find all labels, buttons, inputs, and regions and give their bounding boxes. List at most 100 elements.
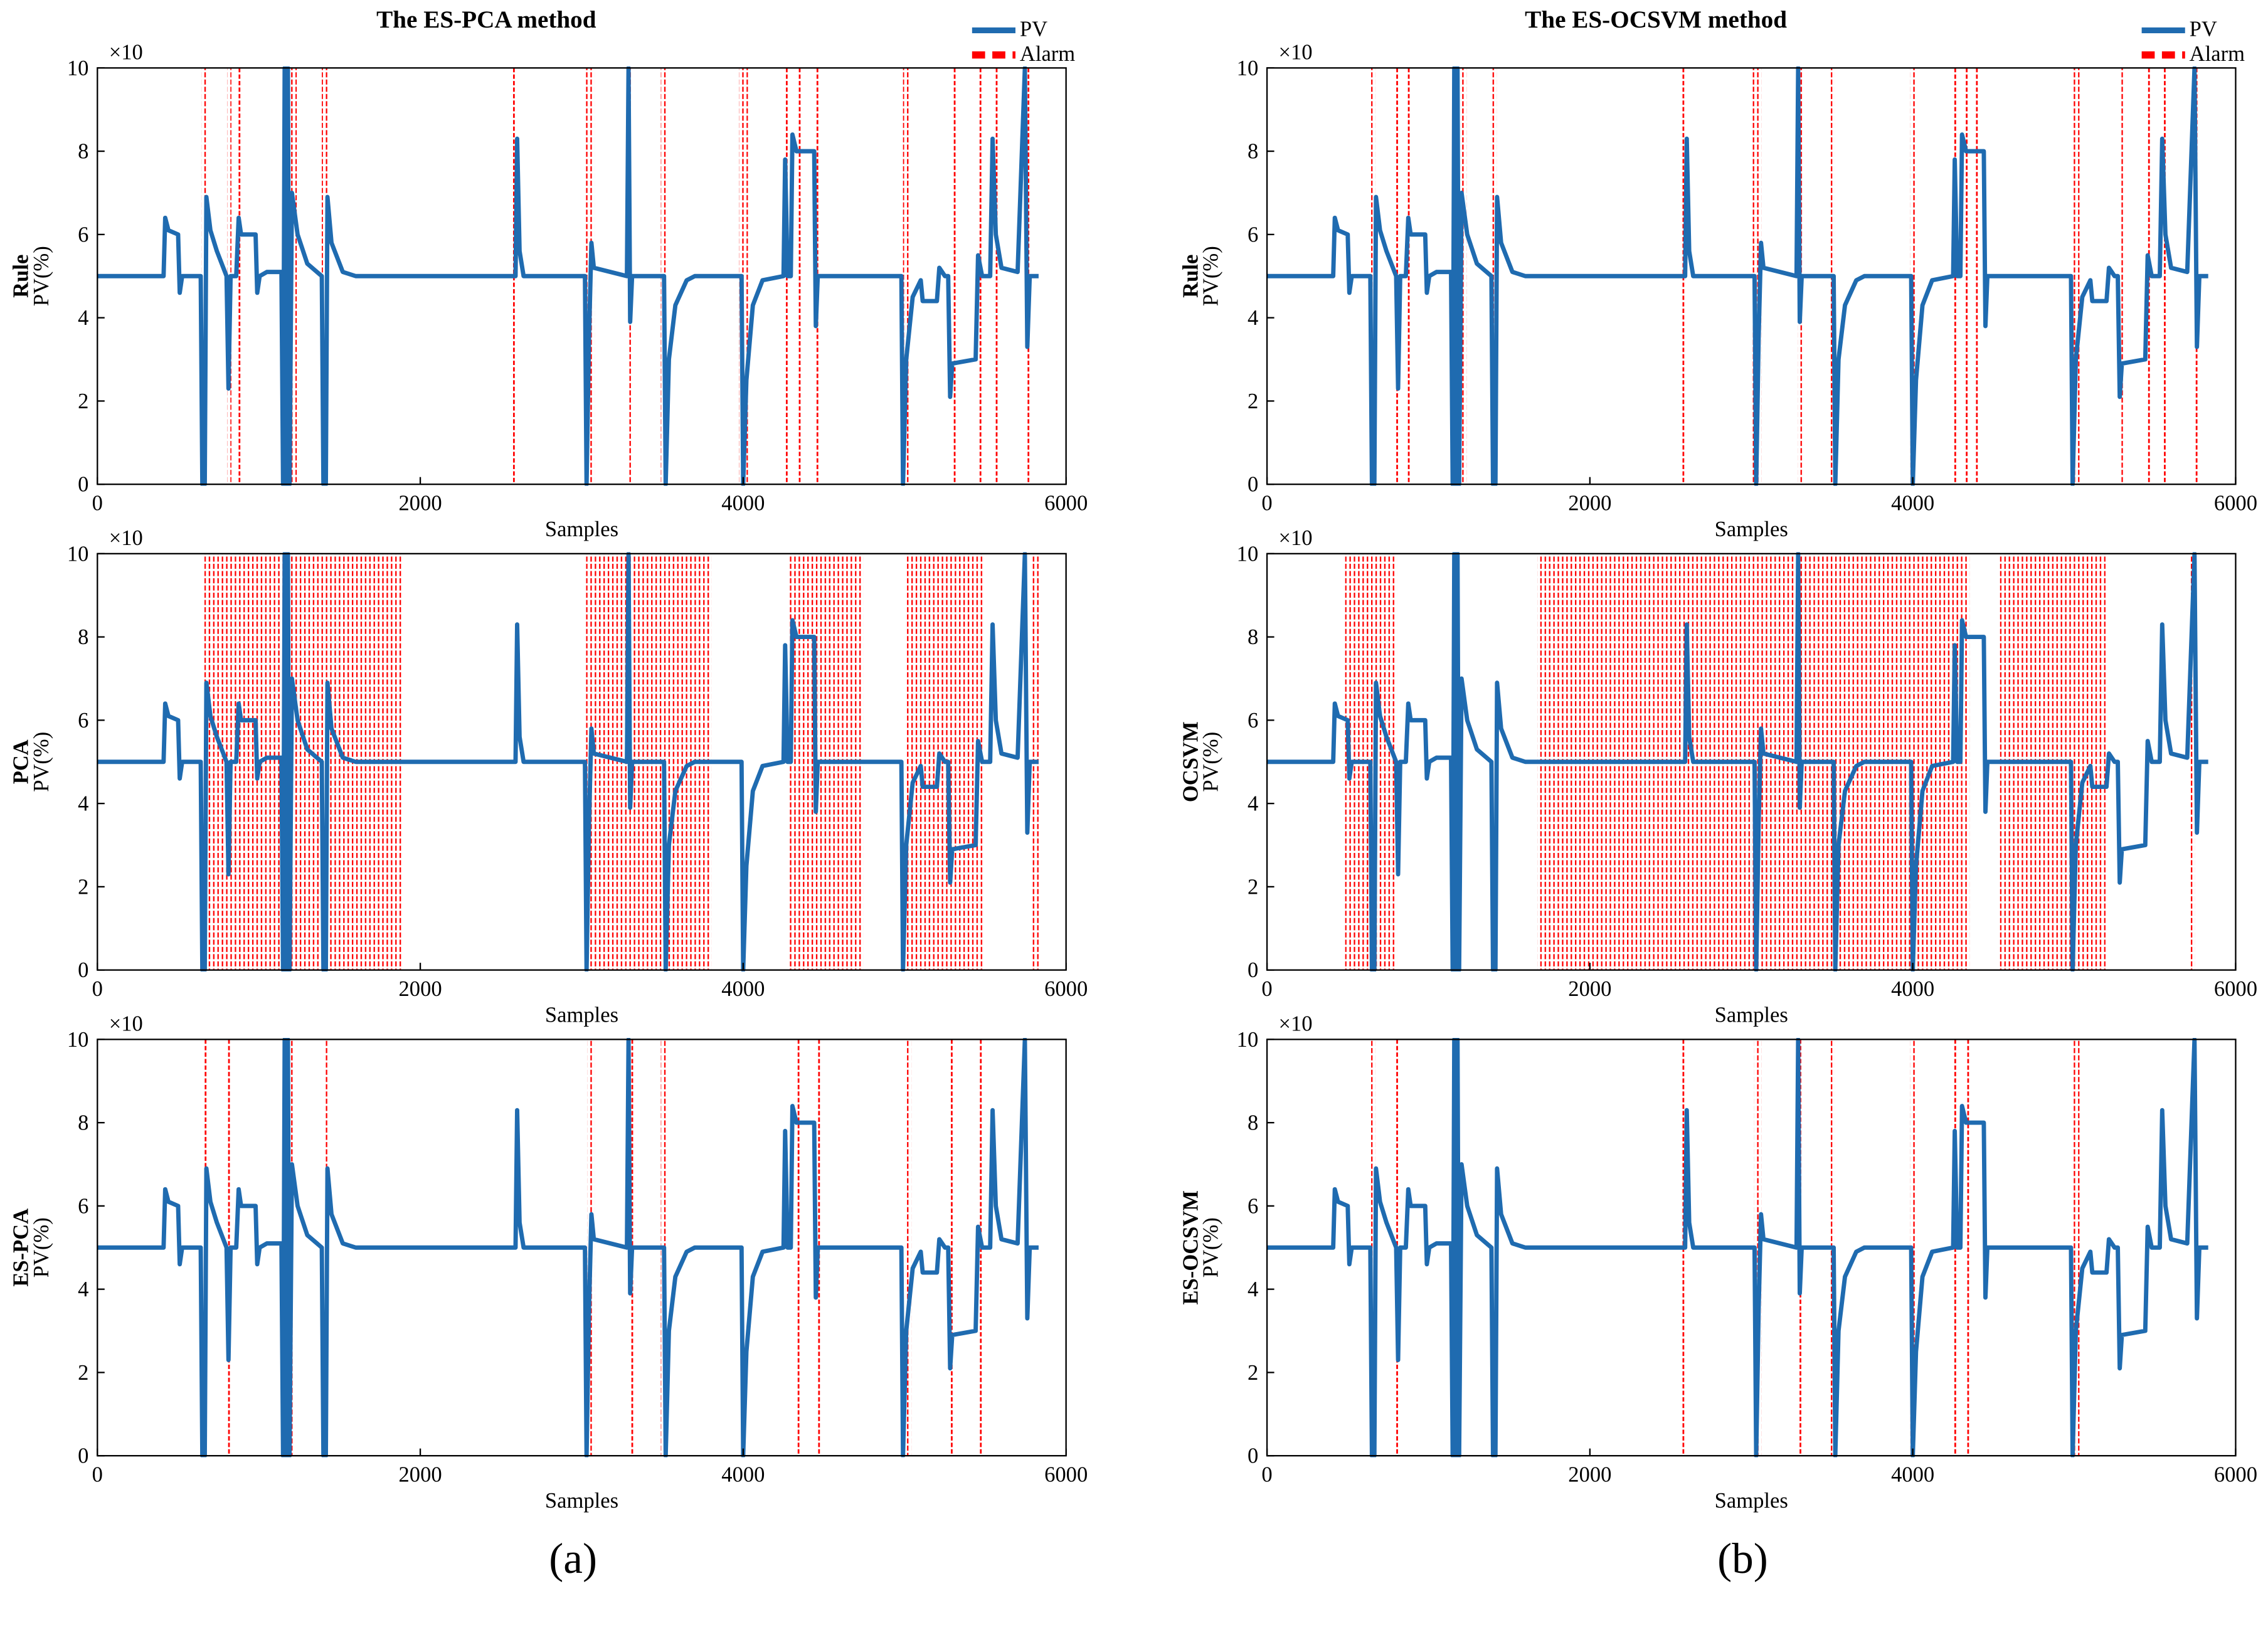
x-tick-label: 0	[1261, 977, 1272, 1001]
y-tick-label: 6	[1248, 709, 1258, 733]
alarm-band	[2189, 553, 2195, 970]
y-axis-label: PV(%)	[1199, 246, 1223, 306]
y-tick-label: 10	[1237, 542, 1259, 566]
y-tick-label: 0	[78, 1444, 88, 1468]
frame	[1266, 67, 2237, 485]
x-axis-label: Samples	[545, 1489, 618, 1513]
y-tick-label: 6	[1248, 223, 1258, 246]
plot-area	[97, 66, 1039, 486]
alarm-band	[2072, 1039, 2080, 1456]
x-tick-label: 0	[92, 977, 103, 1001]
pv-line	[97, 66, 1039, 486]
plot-area	[97, 552, 1041, 971]
y-tick-label: 10	[1237, 1028, 1259, 1052]
legend-pv: PV	[2190, 18, 2217, 41]
y-multiplier: ×10	[1279, 41, 1313, 65]
frame	[97, 1039, 1067, 1457]
method-label: ES-PCA	[9, 1209, 33, 1287]
x-tick-label: 2000	[399, 1463, 442, 1487]
pv-line	[97, 552, 1039, 971]
y-tick-label: 2	[78, 875, 88, 899]
chart-title: The ES-OCSVM method	[1525, 6, 1787, 33]
alarm-band	[1371, 1039, 1376, 1456]
pv-line	[1267, 1038, 2208, 1458]
y-tick-label: 2	[78, 1361, 88, 1385]
y-tick-label: 4	[78, 792, 88, 816]
x-axis-label: Samples	[545, 517, 618, 541]
y-tick-label: 10	[67, 1028, 89, 1052]
x-tick-label: 2000	[399, 977, 442, 1001]
x-tick-label: 2000	[1568, 492, 1611, 516]
frame	[97, 553, 1067, 971]
x-tick-label: 4000	[1891, 1463, 1934, 1487]
y-tick-label: 4	[1248, 792, 1258, 816]
x-tick-label: 6000	[1044, 977, 1088, 1001]
alarm-band	[905, 1039, 912, 1456]
y-tick-label: 0	[1248, 958, 1258, 982]
x-tick-label: 0	[1261, 1463, 1272, 1487]
alarm-band	[2072, 68, 2080, 485]
y-tick-label: 2	[1248, 1361, 1258, 1385]
y-axis-label: PV(%)	[29, 1217, 53, 1278]
y-tick-label: 10	[1237, 56, 1259, 80]
y-tick-label: 8	[1248, 1111, 1258, 1135]
y-multiplier: ×10	[109, 41, 143, 65]
x-tick-label: 6000	[2214, 1463, 2257, 1487]
pv-line	[1267, 552, 2208, 971]
y-tick-label: 0	[1248, 1444, 1258, 1468]
y-axis-label: PV(%)	[1199, 732, 1223, 792]
y-multiplier: ×10	[109, 1012, 143, 1035]
x-tick-label: 6000	[1044, 1463, 1088, 1487]
plot-area	[1267, 66, 2208, 486]
y-axis-label: PV(%)	[29, 732, 53, 792]
y-tick-label: 6	[78, 223, 88, 246]
method-label: PCA	[9, 739, 33, 784]
x-tick-label: 0	[1261, 492, 1272, 516]
y-tick-label: 4	[78, 306, 88, 330]
method-label: Rule	[1179, 255, 1202, 298]
y-tick-label: 8	[78, 1111, 88, 1135]
pv-line	[1267, 66, 2208, 486]
x-tick-label: 6000	[1044, 492, 1088, 516]
x-tick-label: 0	[92, 1463, 103, 1487]
y-tick-label: 2	[78, 389, 88, 413]
frame	[1266, 1039, 2237, 1457]
alarm-band	[1754, 1039, 1762, 1456]
y-tick-label: 0	[78, 473, 88, 497]
x-tick-label: 4000	[1891, 977, 1934, 1001]
y-tick-label: 6	[78, 709, 88, 733]
frame	[1266, 553, 2237, 971]
y-multiplier: ×10	[1279, 1012, 1313, 1035]
x-tick-label: 2000	[399, 492, 442, 516]
y-tick-label: 8	[78, 140, 88, 164]
y-tick-label: 10	[67, 56, 89, 80]
y-tick-label: 0	[1248, 473, 1258, 497]
x-tick-label: 0	[92, 492, 103, 516]
y-tick-label: 8	[78, 625, 88, 649]
legend-alarm: Alarm	[1020, 42, 1075, 66]
panel-label: (a)	[549, 1534, 597, 1582]
x-tick-label: 4000	[721, 1463, 765, 1487]
y-axis-label: PV(%)	[29, 246, 53, 306]
y-axis-label: PV(%)	[1199, 1217, 1223, 1278]
alarm-band	[322, 68, 328, 485]
x-tick-label: 4000	[721, 492, 765, 516]
y-tick-label: 2	[1248, 389, 1258, 413]
plot-area	[97, 1038, 1039, 1458]
x-tick-label: 6000	[2214, 492, 2257, 516]
y-tick-label: 6	[78, 1194, 88, 1218]
x-tick-label: 4000	[721, 977, 765, 1001]
x-tick-label: 4000	[1891, 492, 1934, 516]
pv-line	[97, 1038, 1039, 1458]
y-tick-label: 6	[1248, 1194, 1258, 1218]
y-tick-label: 10	[67, 542, 89, 566]
legend-alarm: Alarm	[2190, 42, 2245, 66]
y-tick-label: 8	[1248, 140, 1258, 164]
alarm-band	[1371, 68, 1376, 485]
frame	[97, 67, 1067, 485]
x-tick-label: 6000	[2214, 977, 2257, 1001]
y-tick-label: 2	[1248, 875, 1258, 899]
y-tick-label: 4	[1248, 306, 1258, 330]
x-axis-label: Samples	[545, 1003, 618, 1027]
